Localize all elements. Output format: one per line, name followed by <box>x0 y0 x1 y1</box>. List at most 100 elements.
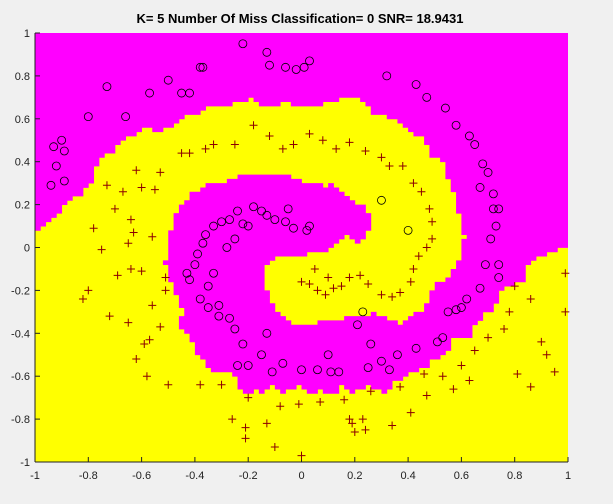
plus-point <box>228 415 237 424</box>
plus-point <box>161 286 170 295</box>
circle-point <box>385 365 394 375</box>
circle-point <box>270 215 280 225</box>
circle-point <box>203 281 213 291</box>
plus-point <box>377 153 386 162</box>
plus-point <box>396 288 405 297</box>
plus-point <box>409 179 418 188</box>
plus-point <box>438 372 447 381</box>
plus-point <box>110 204 119 213</box>
plus-point <box>420 370 429 379</box>
plus-point <box>156 168 165 177</box>
circle-point <box>57 135 67 145</box>
circle-point <box>377 356 386 366</box>
plus-point <box>89 224 98 233</box>
plus-point <box>526 382 535 391</box>
plus-point <box>385 161 394 170</box>
decision-regions <box>35 33 568 462</box>
plus-point <box>428 217 437 226</box>
circle-point <box>297 365 306 375</box>
plus-point <box>417 187 426 196</box>
circle-point <box>494 204 504 214</box>
plus-point <box>124 239 133 248</box>
plus-point <box>310 264 319 273</box>
circle-point <box>323 350 333 360</box>
plus-point <box>422 391 431 400</box>
plus-point <box>324 273 333 282</box>
circle-point <box>121 112 131 122</box>
x-tick-label: 0.6 <box>454 470 469 482</box>
plus-point <box>217 380 226 389</box>
plus-point <box>241 434 250 443</box>
circle-point <box>217 217 226 227</box>
circle-point <box>377 195 386 205</box>
plus-point <box>132 166 141 175</box>
y-tick-label: 0.2 <box>15 200 30 212</box>
plus-point <box>124 318 133 327</box>
plus-point <box>137 183 146 192</box>
circle-point <box>281 217 290 227</box>
plus-point <box>350 427 359 436</box>
circle-point <box>382 71 392 81</box>
data-markers <box>46 39 570 460</box>
circle-point <box>230 234 240 244</box>
circle-point <box>422 92 432 102</box>
plus-point <box>406 408 415 417</box>
plus-point <box>249 121 258 130</box>
plus-point <box>321 290 330 299</box>
y-tick-label: 0.4 <box>15 157 30 169</box>
circle-point <box>443 307 453 317</box>
plus-point <box>316 397 325 406</box>
plus-point <box>356 271 365 280</box>
plus-point <box>409 264 418 273</box>
plus-point <box>513 370 522 379</box>
plus-point <box>177 149 186 158</box>
plus-point <box>289 140 298 149</box>
circle-point <box>483 168 493 177</box>
circle-point <box>363 363 373 373</box>
circle-point <box>193 249 202 259</box>
y-tick-label: -0.6 <box>11 371 30 383</box>
circle-point <box>299 62 309 72</box>
circle-point <box>249 202 258 212</box>
circle-point <box>441 103 450 113</box>
y-tick-label: 0.8 <box>15 71 30 83</box>
circle-point <box>209 221 218 231</box>
circle-point <box>464 131 474 141</box>
plus-point <box>148 301 157 310</box>
plus-point <box>361 146 370 155</box>
plus-point <box>276 402 285 411</box>
circle-point <box>83 112 93 122</box>
circle-point <box>278 358 288 368</box>
circle-point <box>480 260 490 270</box>
plus-point <box>561 269 570 278</box>
circle-point <box>462 294 472 304</box>
circle-point <box>491 221 501 231</box>
plus-point <box>318 136 327 145</box>
circle-point <box>305 221 314 231</box>
circle-point <box>102 82 112 92</box>
circle-point <box>49 142 59 152</box>
plus-point <box>241 423 250 432</box>
plus-point <box>230 140 239 149</box>
plus-point <box>262 419 271 428</box>
circle-point <box>456 303 466 312</box>
plus-point <box>244 393 253 402</box>
plus-point <box>526 294 535 303</box>
circle-point <box>488 189 498 199</box>
circle-point <box>494 260 504 270</box>
circle-point <box>366 339 376 349</box>
plus-point <box>137 267 146 276</box>
circle-point <box>326 367 336 377</box>
plus-point <box>118 187 127 196</box>
plus-point <box>345 138 354 147</box>
circle-point <box>51 161 61 171</box>
plus-point <box>377 290 386 299</box>
x-tick-label: -0.6 <box>132 470 151 482</box>
circle-point <box>358 307 368 317</box>
circle-point <box>201 230 210 240</box>
plus-point <box>561 307 570 316</box>
plus-point <box>129 228 138 237</box>
plus-point <box>305 279 314 288</box>
circle-point <box>494 273 504 282</box>
plus-point <box>542 350 551 359</box>
